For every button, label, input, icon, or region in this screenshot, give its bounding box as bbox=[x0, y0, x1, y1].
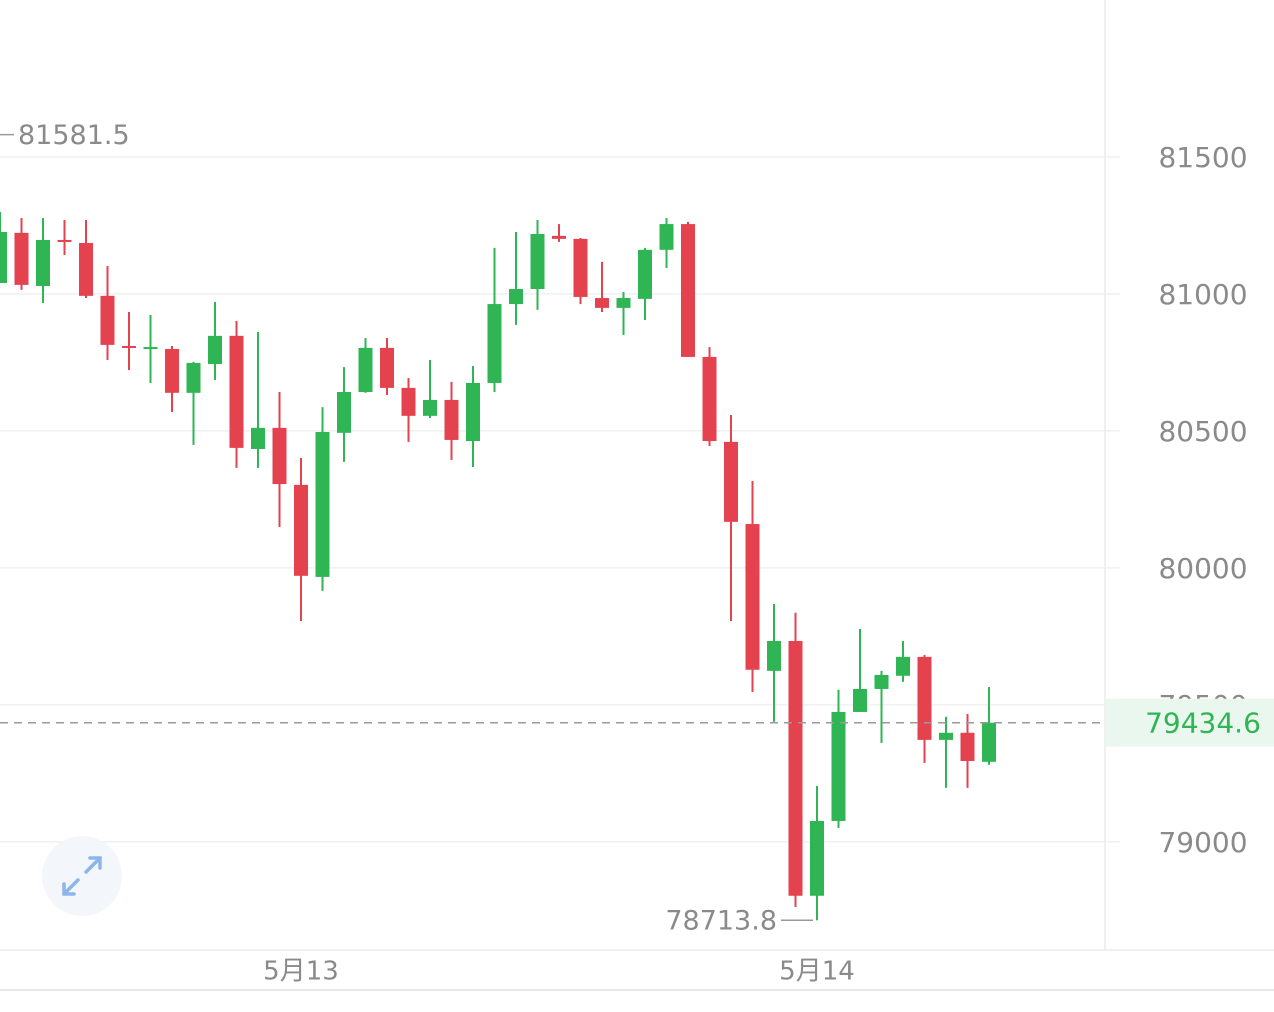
y-tick-label: 81500 bbox=[1158, 141, 1247, 174]
candle-body bbox=[186, 362, 201, 393]
candle-body bbox=[831, 711, 846, 821]
candle-body bbox=[616, 298, 631, 308]
candle-body bbox=[208, 335, 222, 365]
candle-body bbox=[466, 382, 480, 442]
x-tick-label: 5月13 bbox=[263, 957, 339, 987]
candle-body bbox=[100, 295, 115, 345]
candle-body bbox=[14, 232, 29, 285]
candle-body bbox=[745, 524, 760, 670]
candle-body bbox=[380, 347, 394, 388]
candle-body bbox=[552, 235, 566, 239]
min-price-label: 78713.8 bbox=[665, 906, 777, 937]
candle-body bbox=[251, 427, 265, 449]
candle-body bbox=[358, 347, 373, 392]
x-tick-label: 5月14 bbox=[779, 957, 855, 987]
candle-body bbox=[509, 288, 523, 305]
last-price-label: 79434.6 bbox=[1145, 707, 1261, 740]
candle-body bbox=[401, 387, 416, 416]
candle-body bbox=[939, 732, 953, 740]
candle-body bbox=[638, 249, 652, 299]
y-tick-label: 81000 bbox=[1158, 278, 1247, 311]
candle-body bbox=[659, 224, 674, 250]
candle-body bbox=[982, 722, 996, 762]
candle-body bbox=[810, 820, 824, 896]
candle-body bbox=[960, 732, 975, 761]
candle-body bbox=[702, 356, 717, 442]
candle-body bbox=[573, 238, 588, 297]
candle-body bbox=[79, 242, 93, 296]
candle-body bbox=[530, 233, 545, 289]
candle-body bbox=[337, 391, 351, 433]
candle-body bbox=[444, 399, 459, 440]
last-price-box bbox=[1105, 698, 1274, 747]
candles bbox=[0, 212, 996, 921]
candle-body bbox=[165, 348, 179, 393]
candle-body bbox=[229, 335, 244, 448]
candle-body bbox=[294, 484, 308, 576]
candle-body bbox=[0, 232, 7, 283]
candle-body bbox=[896, 656, 910, 676]
candle-body bbox=[36, 239, 50, 286]
candle-body bbox=[487, 304, 502, 383]
candle-body bbox=[767, 641, 781, 671]
candle-body bbox=[143, 347, 158, 350]
candle-body bbox=[315, 431, 330, 577]
candle-body bbox=[917, 656, 932, 740]
candle-body bbox=[788, 641, 803, 896]
expand-button[interactable] bbox=[42, 836, 122, 916]
candle-body bbox=[724, 441, 738, 522]
candle-body bbox=[681, 224, 695, 357]
overlay: 5月13 5月14 81581.5 78713.8 79434.6 bbox=[0, 120, 1274, 987]
y-tick-label: 80500 bbox=[1158, 415, 1247, 448]
expand-icon bbox=[62, 856, 102, 896]
candle-body bbox=[57, 239, 72, 242]
y-tick-label: 79000 bbox=[1158, 826, 1247, 859]
grid: 790007950080000805008100081500 bbox=[0, 141, 1248, 859]
expand-button-bg[interactable] bbox=[42, 836, 122, 916]
candle-body bbox=[595, 298, 609, 308]
y-tick-label: 80000 bbox=[1158, 552, 1247, 585]
candle-body bbox=[853, 688, 867, 712]
candle-body bbox=[122, 345, 136, 348]
max-price-label: 81581.5 bbox=[18, 120, 130, 151]
candle-body bbox=[272, 427, 287, 485]
candle-body bbox=[874, 674, 889, 689]
candle-body bbox=[423, 399, 437, 416]
